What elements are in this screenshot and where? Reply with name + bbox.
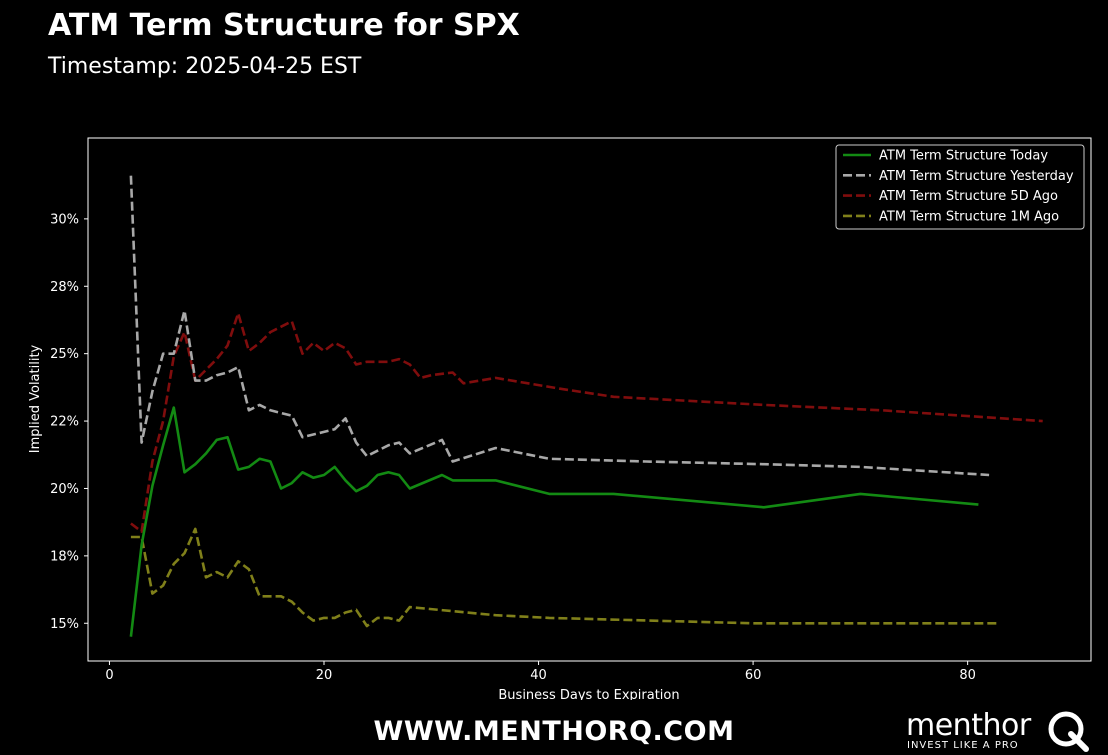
y-tick-label: 22% [50, 415, 79, 430]
legend-label-atm-term-structure-1m-ago: ATM Term Structure 1M Ago [879, 209, 1059, 224]
axis-ticks: 0 20 40 60 80 15% 18% 20% 22% 25% 28% 30% [50, 212, 976, 683]
legend: ATM Term Structure Today ATM Term Structu… [835, 144, 1085, 230]
chart-subtitle: Timestamp: 2025-04-25 EST [48, 54, 362, 79]
series-lines [129, 175, 1043, 637]
y-tick-label: 28% [50, 280, 79, 295]
brand-name: menthor [906, 708, 1031, 743]
series-line-atm-term-structure-yesterday [129, 175, 990, 477]
legend-label-atm-term-structure-yesterday: ATM Term Structure Yesterday [879, 169, 1074, 184]
x-tick-label: 40 [530, 668, 547, 683]
y-tick-label: 25% [50, 347, 79, 362]
x-tick-label: 60 [745, 668, 762, 683]
x-tick-label: 20 [316, 668, 333, 683]
y-axis-label: Implied Volatility [28, 344, 43, 453]
plot-area-frame [87, 137, 1092, 662]
y-tick-label: 30% [50, 212, 79, 227]
x-axis-label: Business Days to Expiration [498, 688, 679, 700]
x-tick-label: 80 [959, 668, 976, 683]
y-tick-label: 15% [50, 617, 79, 632]
brand-q-icon [1048, 711, 1089, 752]
x-tick-label: 0 [105, 668, 113, 683]
chart-title: ATM Term Structure for SPX [48, 8, 520, 43]
y-tick-label: 20% [50, 482, 79, 497]
y-tick-label: 18% [50, 549, 79, 564]
line-chart: 0 20 40 60 80 15% 18% 20% 22% 25% 28% 30% Business … [28, 137, 1092, 700]
footer-url: WWW.MENTHORQ.COM [373, 716, 735, 747]
series-line-atm-term-structure-1m-ago [130, 527, 1000, 628]
legend-label-atm-term-structure-today: ATM Term Structure Today [879, 149, 1048, 164]
legend-box [835, 144, 1085, 230]
brand-logo: menthor INVEST LIKE A PRO [906, 708, 1096, 754]
brand-tagline: INVEST LIKE A PRO [907, 740, 1019, 751]
legend-label-atm-term-structure-5d-ago: ATM Term Structure 5D Ago [879, 189, 1058, 204]
series-line-atm-term-structure-today [129, 406, 979, 637]
